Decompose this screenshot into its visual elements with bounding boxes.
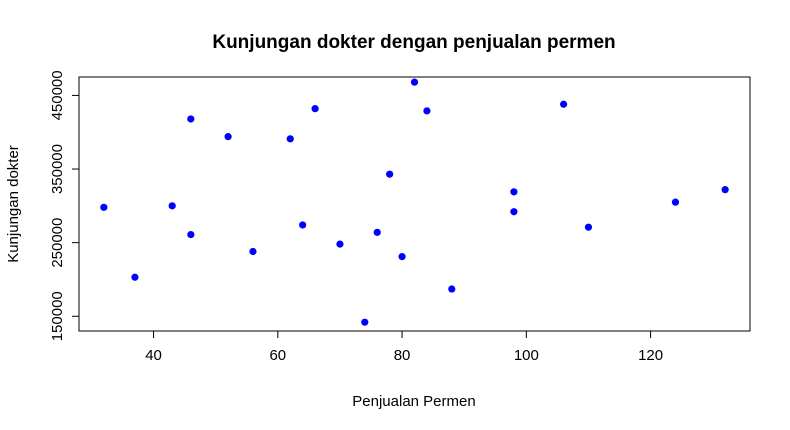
data-point <box>224 133 232 141</box>
data-point <box>187 115 195 123</box>
data-point <box>361 318 369 326</box>
data-point <box>410 78 419 86</box>
data-point <box>560 100 568 108</box>
y-tick-label: 450000 <box>49 70 66 120</box>
data-point <box>448 285 456 293</box>
data-point <box>373 228 381 236</box>
data-point <box>398 253 406 261</box>
data-point <box>584 223 593 231</box>
y-tick-label: 250000 <box>49 218 66 268</box>
data-point <box>168 202 176 210</box>
chart-title: Kunjungan dokter dengan penjualan permen <box>212 32 615 53</box>
data-point <box>423 107 431 115</box>
data-point <box>510 188 518 196</box>
data-point <box>299 221 307 229</box>
data-point <box>311 105 319 113</box>
plot-frame <box>78 76 751 332</box>
x-tick-label: 100 <box>514 347 539 364</box>
y-tick-label: 350000 <box>49 144 66 194</box>
data-point <box>100 203 108 211</box>
data-point <box>386 170 394 178</box>
y-axis: 150000 250000 350000 450000 <box>49 70 80 341</box>
x-tick-label: 60 <box>269 347 286 364</box>
x-axis-label: Penjualan Permen <box>352 393 475 410</box>
x-tick-label: 120 <box>638 347 663 364</box>
data-point <box>187 230 195 239</box>
data-point <box>336 240 344 248</box>
y-axis-label: Kunjungan dokter <box>5 145 22 263</box>
data-point <box>510 208 518 216</box>
data-point <box>286 135 294 143</box>
x-tick-label: 40 <box>145 347 162 364</box>
data-point <box>131 273 139 281</box>
data-point <box>721 186 729 194</box>
data-point <box>249 247 257 256</box>
x-tick-label: 80 <box>394 347 411 364</box>
y-tick-label: 150000 <box>49 291 66 341</box>
data-point <box>671 198 680 206</box>
x-axis: 40 60 80 100 120 <box>145 330 663 364</box>
data-points <box>100 78 729 326</box>
